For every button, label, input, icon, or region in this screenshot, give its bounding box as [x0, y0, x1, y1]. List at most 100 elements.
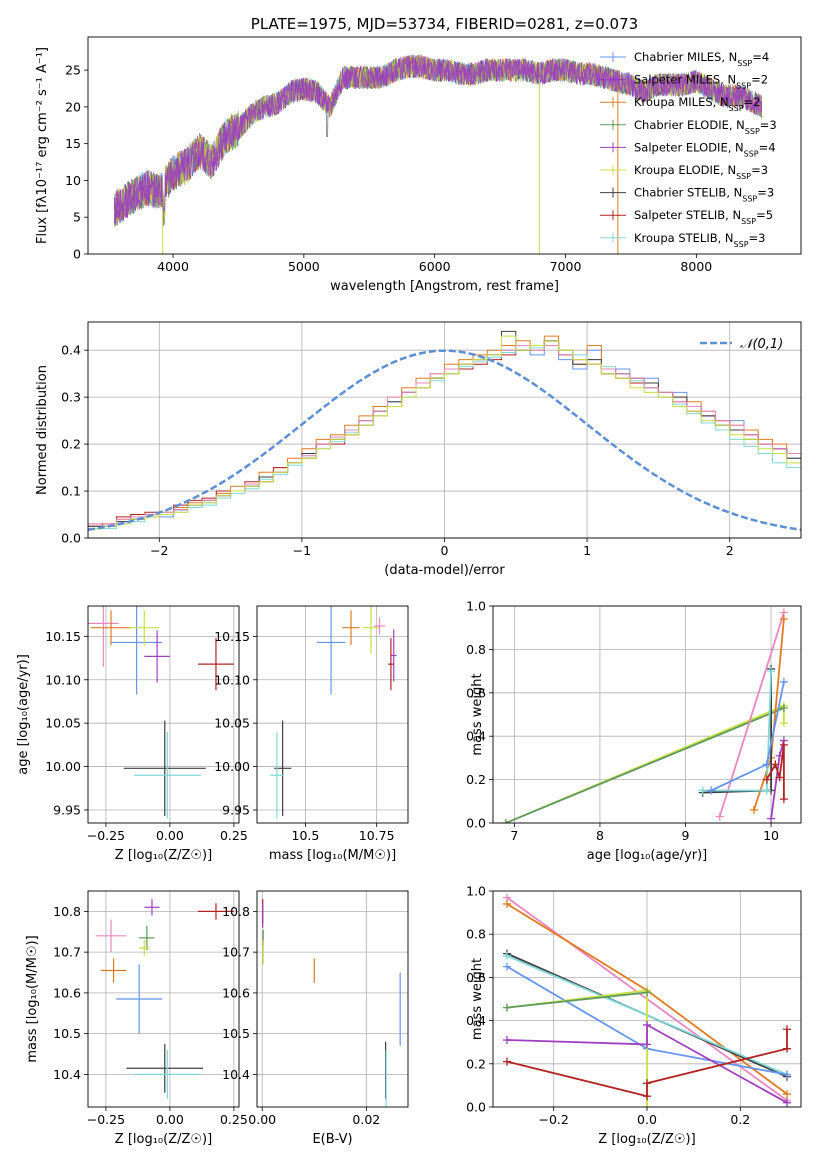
panel-3: −0.25 0.00 0.25 9.95 10.00 10.05 10.10 10.15 Z […	[16, 605, 248, 863]
y-axis-label: Normed distribution	[35, 365, 50, 495]
weight-series-5	[698, 664, 776, 797]
series-marker	[779, 703, 788, 712]
y-tick-label: 10.00	[214, 759, 250, 774]
axes: −0.25 0.00 0.25 10.4 10.5 10.6 10.7 10.8 Z [log₁…	[25, 890, 248, 1147]
series-marker	[643, 1103, 651, 1107]
series-marker	[503, 962, 511, 971]
error-point-6	[198, 638, 234, 691]
x-tick-label: 0.00	[156, 828, 184, 843]
weight-series-2	[501, 703, 788, 823]
axes-frame	[492, 605, 802, 824]
plot-area	[262, 899, 401, 1107]
y-tick-label: 10.5	[53, 1026, 81, 1041]
y-tick-label: 0.4	[61, 343, 81, 358]
series-marker	[783, 1098, 791, 1107]
legend-label: Kroupa STELIB, NSSP=3	[634, 231, 765, 249]
weight-series-9	[762, 740, 788, 804]
series-marker	[779, 677, 788, 686]
y-tick-label: 25	[65, 63, 81, 78]
series-marker	[503, 1003, 511, 1012]
x-tick-label: 10.5	[292, 828, 320, 843]
chart-title: PLATE=1975, MJD=53734, FIBERID=0281, z=0…	[251, 15, 638, 33]
y-tick-label: 10.8	[222, 904, 250, 919]
x-tick-label: 9	[682, 828, 690, 843]
x-tick-label: 8	[596, 828, 604, 843]
x-tick-label: 0.02	[352, 1112, 380, 1127]
gaussian-curve	[88, 349, 801, 532]
x-tick-label: −2	[150, 543, 168, 558]
grid	[88, 606, 239, 823]
series-line	[702, 671, 772, 792]
y-tick-label: 0.4	[466, 1013, 486, 1028]
x-tick-label: −0.25	[87, 828, 125, 843]
weight-series-3	[715, 608, 788, 821]
panel-8: −0.2 0.0 0.2 0.0 0.2 0.4 0.6 0.8 1.0 Z [log₁₀(Z/Z…	[466, 884, 802, 1147]
x-tick-label: 8000	[680, 259, 712, 274]
plot-area	[88, 330, 801, 538]
error-point-7	[116, 964, 163, 1034]
series-marker	[775, 773, 784, 782]
panel-5: 7 8 9 10 0.0 0.2 0.4 0.6 0.8 1.0 age [log₁₀(age/yr…	[466, 599, 802, 863]
x-axis-label: wavelength [Angstrom, rest frame]	[330, 279, 559, 294]
plot-area	[113, 54, 763, 254]
error-point-3	[362, 606, 380, 654]
legend-label: Kroupa ELODIE, NSSP=3	[634, 163, 768, 181]
error-point-2	[90, 610, 132, 646]
plot-area	[88, 606, 234, 819]
y-tick-label: 9.95	[222, 802, 250, 817]
x-tick-label: 0.00	[156, 1112, 184, 1127]
series-marker	[767, 814, 776, 823]
weight-series-7	[503, 988, 651, 1012]
error-point-6	[388, 638, 394, 691]
legend-label: Salpeter ELODIE, NSSP=4	[634, 140, 776, 158]
y-tick-label: 10.6	[53, 985, 81, 1000]
y-tick-label: 10	[65, 173, 81, 188]
error-point-8	[134, 731, 201, 819]
plot-area	[501, 608, 788, 823]
legend-label: Chabrier ELODIE, NSSP=3	[634, 118, 777, 136]
y-tick-label: 10.05	[45, 716, 81, 731]
panel-6: −0.25 0.00 0.25 10.4 10.5 10.6 10.7 10.8 Z [log₁…	[25, 890, 248, 1147]
panel-7: 0.00 0.02 10.4 10.5 10.6 10.7 10.8 E(B-V)	[222, 890, 409, 1147]
x-tick-label: 10.75	[359, 828, 395, 843]
legend-label: Chabrier MILES, NSSP=4	[634, 50, 769, 68]
error-point-7	[123, 720, 206, 817]
weight-series-1	[501, 701, 788, 823]
y-tick-label: 0.4	[466, 729, 486, 744]
series-marker	[643, 1040, 651, 1049]
series-line	[506, 1023, 788, 1104]
legend: 𝒩(0,1)	[700, 337, 783, 352]
spectrum-5	[113, 54, 763, 226]
y-tick-label: 10.5	[222, 1026, 250, 1041]
series-line	[718, 612, 785, 817]
axes: −2 −1 0 1 2 0.0 0.1 0.2 0.3 0.4 (data-model)/error…	[35, 321, 802, 578]
series-marker	[503, 1036, 511, 1045]
y-tick-label: 0.2	[466, 772, 486, 787]
weight-series-6	[698, 667, 776, 795]
plot-area	[503, 893, 791, 1107]
series-marker	[643, 1092, 651, 1101]
error-point-4	[128, 610, 160, 646]
histogram-4	[88, 345, 801, 538]
weight-series-9	[503, 1025, 791, 1101]
axes-frame	[87, 890, 240, 1108]
series-marker	[643, 1020, 651, 1029]
error-point-2	[198, 903, 234, 920]
y-tick-label: 0	[73, 247, 81, 262]
error-point-3	[95, 919, 127, 953]
x-tick-label: 5000	[288, 259, 320, 274]
y-tick-label: 1.0	[466, 884, 486, 899]
error-point-9	[134, 1049, 201, 1099]
x-tick-label: 0.25	[220, 828, 248, 843]
error-point-2	[342, 610, 360, 646]
y-tick-label: 0.8	[466, 642, 486, 657]
series-marker	[779, 615, 788, 624]
error-point-5	[144, 630, 170, 683]
y-tick-label: 0.6	[466, 970, 486, 985]
y-tick-label: 10.4	[53, 1067, 81, 1082]
x-tick-label: 6000	[419, 259, 451, 274]
series-marker	[762, 786, 771, 795]
y-axis-label: age [log₁₀(age/yr)]	[16, 654, 31, 775]
error-point-5	[390, 629, 397, 682]
